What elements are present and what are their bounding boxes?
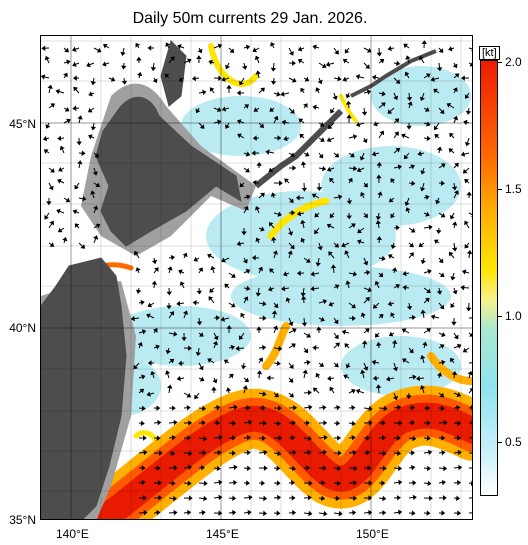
map-gridlines (41, 36, 472, 519)
lon-label-150: 150°E (356, 527, 389, 541)
colorbar-tick (498, 442, 502, 443)
colorbar-label-0.5: 0.5 (505, 435, 522, 449)
current-map (40, 35, 473, 520)
lon-label-140: 140°E (56, 527, 89, 541)
colorbar-unit: [kt] (479, 46, 500, 60)
colorbar (480, 60, 498, 496)
current-vectors (41, 40, 472, 517)
colorbar-label-1.5: 1.5 (505, 182, 522, 196)
colorbar-label-2.0: 2.0 (505, 55, 522, 69)
lat-label-45: 45°N (9, 117, 36, 131)
lon-label-145: 145°E (206, 527, 239, 541)
lat-label-35: 35°N (9, 513, 36, 527)
colorbar-label-1.0: 1.0 (505, 309, 522, 323)
colorbar-tick (498, 62, 502, 63)
colorbar-tick (498, 316, 502, 317)
kuroshio-jet (71, 385, 472, 519)
colorbar-tick (498, 189, 502, 190)
lat-label-40: 40°N (9, 321, 36, 335)
land-masses (41, 40, 437, 519)
map-title: Daily 50m currents 29 Jan. 2026. (132, 10, 368, 27)
map-canvas (41, 36, 472, 519)
